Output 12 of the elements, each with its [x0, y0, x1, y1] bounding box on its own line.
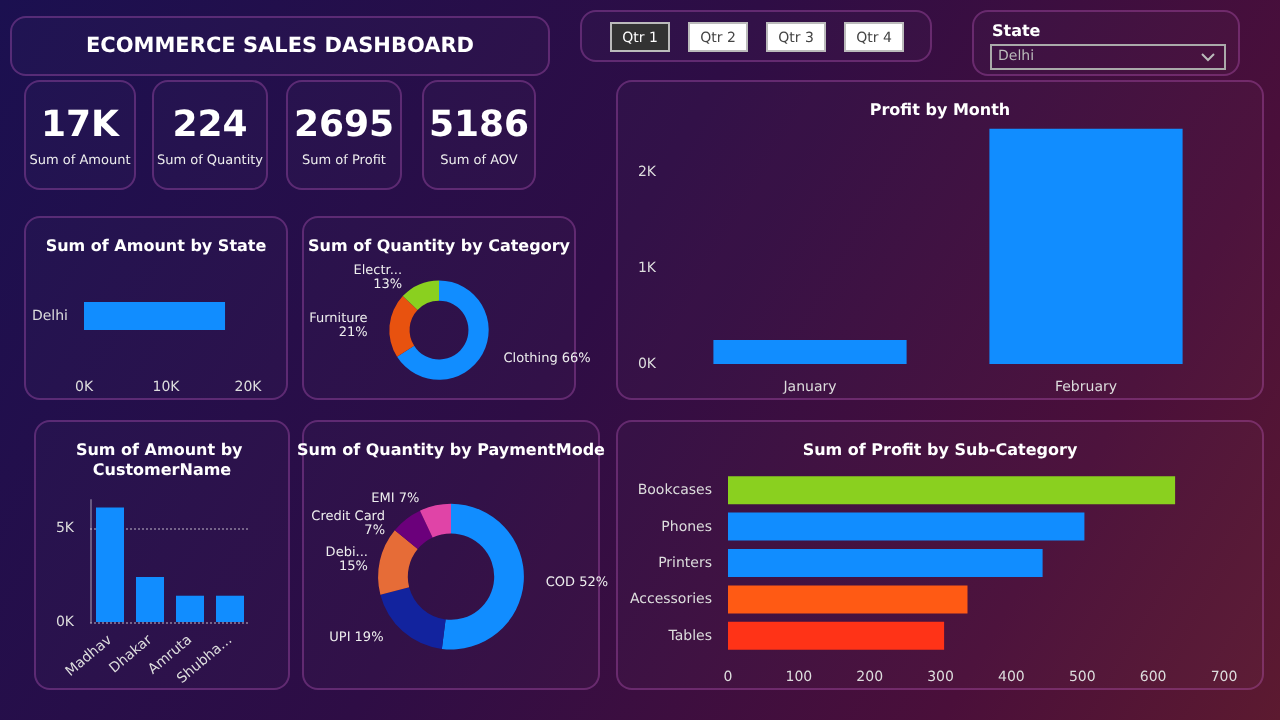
chart-title: Sum of Quantity by Category: [308, 237, 572, 255]
text: 17K: [41, 103, 119, 147]
chart-title: Profit by Month: [869, 101, 1011, 119]
chart-title: Sum of Quantity by PaymentMode: [297, 441, 607, 459]
chart-title: Sum of Amount by CustomerName: [75, 441, 249, 479]
chart-title: Sum of Amount by State: [45, 237, 268, 255]
text: 224: [172, 103, 248, 147]
text: ECOMMERCE SALES DASHBOARD: [83, 34, 477, 58]
text: 5186: [428, 103, 530, 147]
text: 2695: [293, 103, 395, 147]
text: State: [992, 22, 1041, 40]
chart-title: Sum of Profit by Sub-Category: [802, 441, 1079, 459]
